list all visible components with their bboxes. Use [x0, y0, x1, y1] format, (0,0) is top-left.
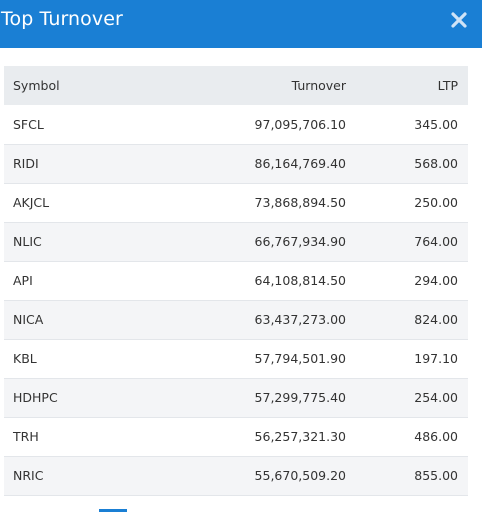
cell-ltp: 197.10 — [414, 351, 458, 366]
table-row[interactable]: AKJCL 73,868,894.50 250.00 — [4, 183, 468, 222]
table-row[interactable]: NLIC 66,767,934.90 764.00 — [4, 222, 468, 261]
table-row[interactable]: API 64,108,814.50 294.00 — [4, 261, 468, 300]
cell-symbol: AKJCL — [13, 195, 50, 210]
cell-symbol: SFCL — [13, 116, 44, 132]
column-header-ltp[interactable]: LTP — [437, 78, 458, 93]
modal-title: Top Turnover — [1, 8, 123, 30]
table-row[interactable]: NICA 63,437,273.00 824.00 — [4, 300, 468, 339]
cell-ltp: 855.00 — [414, 468, 458, 483]
cell-ltp: 250.00 — [414, 195, 458, 210]
cell-ltp: 824.00 — [414, 312, 458, 327]
pagination-indicator[interactable] — [99, 509, 127, 512]
turnover-table: Symbol Turnover LTP SFCL 97,095,706.10 3… — [4, 66, 468, 496]
cell-symbol: RIDI — [13, 156, 39, 171]
cell-ltp: 764.00 — [414, 234, 458, 249]
cell-turnover: 86,164,769.40 — [254, 156, 346, 171]
cell-ltp: 294.00 — [414, 273, 458, 288]
table-header-row: Symbol Turnover LTP — [4, 66, 468, 105]
table-row[interactable]: TRH 56,257,321.30 486.00 — [4, 417, 468, 456]
cell-turnover: 64,108,814.50 — [254, 273, 346, 288]
cell-turnover: 57,794,501.90 — [254, 351, 346, 366]
cell-symbol: NICA — [13, 312, 44, 327]
column-header-turnover[interactable]: Turnover — [291, 78, 346, 93]
cell-turnover: 55,670,509.20 — [254, 468, 346, 483]
cell-ltp: 486.00 — [414, 429, 458, 444]
cell-symbol: HDHPC — [13, 390, 58, 405]
cell-ltp: 568.00 — [414, 156, 458, 171]
column-header-symbol[interactable]: Symbol — [13, 78, 60, 93]
cell-symbol: API — [13, 273, 33, 288]
modal-header: Top Turnover — [0, 0, 482, 48]
cell-ltp: 345.00 — [414, 116, 458, 132]
cell-turnover: 57,299,775.40 — [254, 390, 346, 405]
table-row[interactable]: RIDI 86,164,769.40 568.00 — [4, 144, 468, 183]
table-row[interactable]: SFCL 97,095,706.10 345.00 — [4, 105, 468, 144]
cell-turnover: 97,095,706.10 — [254, 116, 346, 132]
cell-symbol: TRH — [13, 429, 39, 444]
table-row[interactable]: HDHPC 57,299,775.40 254.00 — [4, 378, 468, 417]
cell-turnover: 63,437,273.00 — [254, 312, 346, 327]
cell-symbol: KBL — [13, 351, 37, 366]
cell-turnover: 66,767,934.90 — [254, 234, 346, 249]
cell-turnover: 56,257,321.30 — [254, 429, 346, 444]
cell-ltp: 254.00 — [414, 390, 458, 405]
cell-symbol: NLIC — [13, 234, 42, 249]
close-icon[interactable] — [448, 9, 470, 31]
cell-symbol: NRIC — [13, 468, 44, 483]
table-row[interactable]: KBL 57,794,501.90 197.10 — [4, 339, 468, 378]
table-row[interactable]: NRIC 55,670,509.20 855.00 — [4, 456, 468, 495]
turnover-table-container: Symbol Turnover LTP SFCL 97,095,706.10 3… — [4, 66, 468, 496]
cell-turnover: 73,868,894.50 — [254, 195, 346, 210]
